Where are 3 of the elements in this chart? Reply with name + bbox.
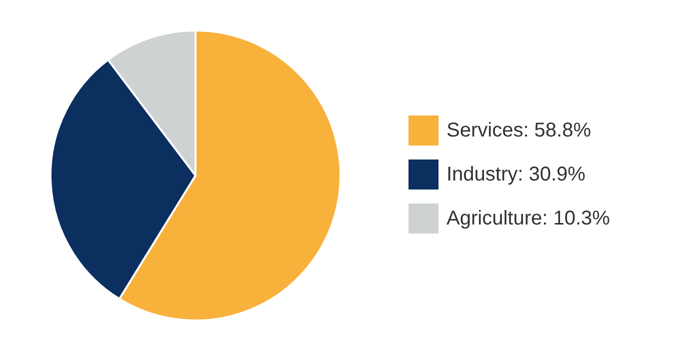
legend-label: Industry: 30.9% bbox=[446, 164, 586, 186]
legend-label: Services: 58.8% bbox=[446, 120, 592, 142]
legend-label: Agriculture: 10.3% bbox=[446, 208, 610, 230]
